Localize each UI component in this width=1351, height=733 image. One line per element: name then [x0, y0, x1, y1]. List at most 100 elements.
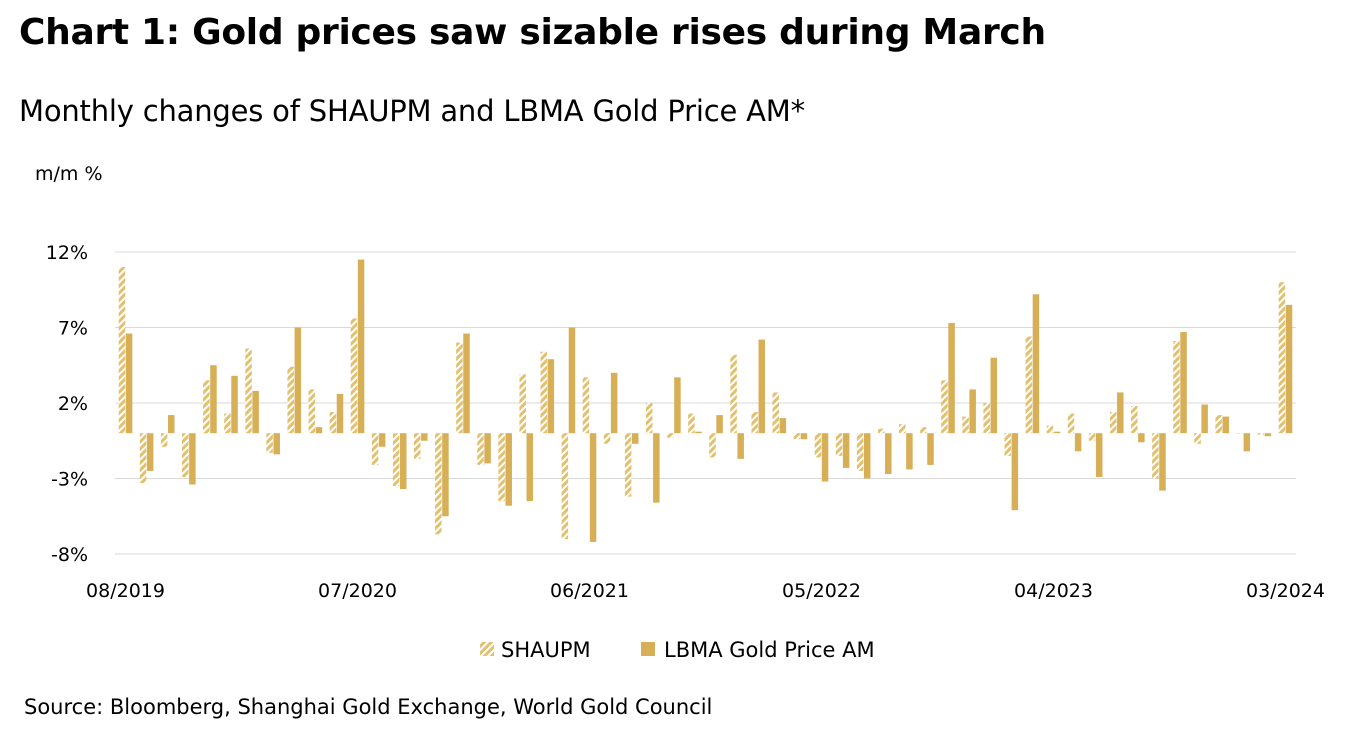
- legend-swatch-shaupm: [480, 642, 494, 656]
- bar-lbma: [631, 433, 639, 444]
- x-tick-label: 06/2021: [550, 580, 629, 602]
- bar-shaupm: [245, 348, 252, 434]
- bar-lbma: [1243, 433, 1251, 452]
- bar-shaupm: [139, 433, 147, 484]
- bar-lbma: [842, 433, 850, 468]
- bar-shaupm: [1152, 433, 1159, 479]
- bar-lbma: [526, 433, 534, 502]
- x-tick-label: 08/2019: [86, 580, 165, 602]
- y-axis-label: m/m %: [35, 163, 103, 185]
- bar-shaupm: [1109, 412, 1117, 434]
- bar-lbma: [294, 327, 302, 434]
- bar-lbma: [1053, 431, 1061, 434]
- bar-lbma: [378, 433, 386, 447]
- bar-shaupm: [730, 354, 737, 434]
- bar-lbma: [168, 415, 175, 434]
- bar-shaupm: [540, 351, 548, 434]
- bar-shaupm: [413, 433, 421, 459]
- bar-lbma: [1159, 433, 1166, 491]
- bar-lbma: [568, 327, 576, 434]
- bar-shaupm: [688, 413, 695, 434]
- bar-lbma: [400, 433, 407, 490]
- bar-lbma: [463, 333, 470, 434]
- bar-lbma: [589, 433, 597, 542]
- x-tick-label: 07/2020: [318, 580, 397, 602]
- bar-shaupm: [1173, 341, 1180, 434]
- bar-shaupm: [435, 433, 442, 535]
- bar-lbma: [716, 415, 723, 434]
- bar-lbma: [1264, 433, 1272, 437]
- bar-shaupm: [224, 413, 231, 434]
- bar-lbma: [779, 418, 787, 434]
- bar-shaupm: [329, 412, 337, 434]
- bar-shaupm: [350, 318, 358, 434]
- bar-lbma: [863, 433, 871, 479]
- bar-lbma: [737, 433, 744, 459]
- legend-label-lbma: LBMA Gold Price AM: [664, 638, 875, 662]
- bar-shaupm: [1088, 433, 1096, 441]
- bar-lbma: [927, 433, 934, 465]
- bar-shaupm: [667, 433, 674, 438]
- y-tick-label: -8%: [51, 544, 88, 566]
- bar-shaupm: [856, 433, 864, 471]
- bar-shaupm: [920, 427, 927, 434]
- bar-lbma: [1032, 294, 1040, 434]
- bar-shaupm: [561, 433, 569, 539]
- bar-lbma: [695, 431, 702, 434]
- bar-lbma: [146, 433, 154, 471]
- y-tick-label: 12%: [46, 242, 88, 264]
- bar-lbma: [484, 433, 491, 464]
- chart-title: Chart 1: Gold prices saw sizable rises d…: [19, 12, 1046, 53]
- bar-shaupm: [645, 403, 653, 434]
- bar-lbma: [758, 339, 766, 434]
- bar-shaupm: [1278, 282, 1286, 434]
- bar-shaupm: [308, 389, 316, 434]
- bar-shaupm: [118, 267, 126, 434]
- bar-lbma: [1011, 433, 1019, 511]
- bar-shaupm: [1131, 406, 1138, 434]
- bar-shaupm: [1236, 433, 1243, 434]
- bar-shaupm: [751, 412, 758, 434]
- bar-shaupm: [1215, 415, 1222, 434]
- source-note: Source: Bloomberg, Shanghai Gold Exchang…: [24, 695, 713, 719]
- bar-lbma: [210, 365, 217, 434]
- bar-lbma: [421, 433, 428, 441]
- bar-shaupm: [1067, 413, 1075, 434]
- bar-lbma: [906, 433, 913, 470]
- legend-swatch-lbma: [641, 642, 655, 656]
- bar-shaupm: [877, 428, 885, 434]
- bar-lbma: [990, 357, 998, 434]
- bar-shaupm: [582, 377, 590, 434]
- bar-lbma: [1180, 332, 1187, 434]
- bar-lbma: [505, 433, 512, 506]
- bar-lbma: [231, 375, 238, 434]
- y-tick-label: 2%: [58, 393, 88, 415]
- bar-lbma: [610, 372, 618, 434]
- bar-lbma: [273, 433, 280, 455]
- bar-shaupm: [266, 433, 273, 453]
- legend-label-shaupm: SHAUPM: [501, 638, 591, 662]
- bar-lbma: [1222, 416, 1229, 434]
- bar-shaupm: [392, 433, 400, 487]
- bar-shaupm: [498, 433, 505, 502]
- bar-shaupm: [793, 433, 801, 440]
- bar-shaupm: [962, 416, 969, 434]
- bar-lbma: [674, 377, 681, 434]
- x-tick-label: 03/2024: [1246, 580, 1325, 602]
- bar-lbma: [1285, 304, 1293, 434]
- bar-lbma: [1138, 433, 1145, 443]
- bar-shaupm: [519, 374, 526, 434]
- bar-shaupm: [835, 433, 843, 456]
- bar-lbma: [653, 433, 660, 503]
- bar-lbma: [547, 359, 555, 434]
- bar-shaupm: [899, 424, 906, 434]
- bar-shaupm: [371, 433, 379, 465]
- bar-lbma: [357, 259, 365, 434]
- bar-shaupm: [203, 380, 210, 434]
- bar-shaupm: [814, 433, 822, 458]
- bar-shaupm: [624, 433, 632, 497]
- bar-shaupm: [603, 433, 611, 444]
- bar-shaupm: [709, 433, 716, 458]
- legend: SHAUPM LBMA Gold Price AM: [480, 638, 875, 662]
